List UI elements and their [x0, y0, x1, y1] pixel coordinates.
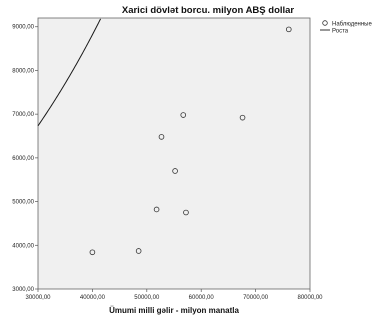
- data-point: [89, 249, 96, 256]
- growth-curve: [37, 18, 102, 127]
- data-point: [180, 112, 187, 118]
- legend: Наблюденные Роста: [320, 20, 372, 35]
- data-point: [172, 168, 178, 174]
- x-axis-label: Ümumi milli gəlir - milyon manatla: [109, 306, 239, 315]
- x-tick-label: 70000,00: [243, 295, 269, 301]
- legend-label-growth: Роста: [332, 29, 349, 35]
- points-layer: [89, 26, 292, 256]
- y-tick-label: 6000,00: [12, 156, 34, 162]
- y-tick-label: 5000,00: [12, 200, 34, 206]
- y-tick-label: 7000,00: [12, 112, 34, 118]
- x-tick-label: 80000,00: [297, 295, 323, 301]
- y-axis: 3000,00 4000,00 5000,00 6000,00 7000,00 8000,…: [12, 25, 38, 293]
- y-tick-label: 9000,00: [12, 25, 34, 31]
- x-tick-label: 60000,00: [189, 295, 215, 301]
- x-tick-label: 50000,00: [134, 295, 160, 301]
- data-point: [285, 26, 292, 33]
- data-point: [183, 209, 189, 216]
- data-point: [158, 134, 165, 140]
- y-tick-label: 3000,00: [12, 287, 34, 293]
- data-point: [153, 206, 160, 213]
- x-tick-label: 30000,00: [25, 295, 51, 301]
- chart-title: Xarici dövlət borcu. milyon ABŞ dollar: [122, 5, 295, 16]
- data-point: [135, 248, 142, 254]
- data-point: [239, 114, 246, 121]
- y-tick-label: 8000,00: [12, 68, 34, 74]
- legend-marker-circle: [322, 20, 328, 26]
- plot-area: [37, 17, 311, 290]
- legend-label-observed: Наблюденные: [332, 22, 372, 28]
- x-axis: 30000,00 40000,00 50000,00 60000,00 70000,00…: [25, 289, 323, 301]
- x-tick-label: 40000,00: [80, 295, 106, 301]
- y-tick-label: 4000,00: [12, 243, 34, 249]
- growth-curve-layer: [37, 18, 102, 127]
